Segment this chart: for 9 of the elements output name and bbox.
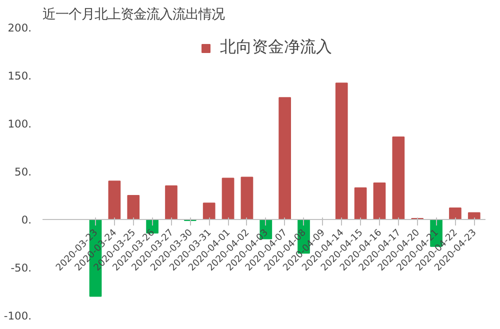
y-tick-label: 200. — [8, 22, 32, 34]
chart-title: 近一个月北上资金流入流出情况 — [42, 6, 224, 22]
y-tick-label: -100. — [4, 310, 32, 322]
y-tick-label: -50. — [10, 262, 32, 274]
y-tick-label: 0. — [21, 214, 32, 226]
y-tick-label: 100. — [8, 118, 32, 130]
legend-label: 北向资金净流入 — [220, 37, 332, 58]
y-tick-label: 50. — [14, 166, 32, 178]
y-tick-label: 150. — [8, 70, 32, 82]
